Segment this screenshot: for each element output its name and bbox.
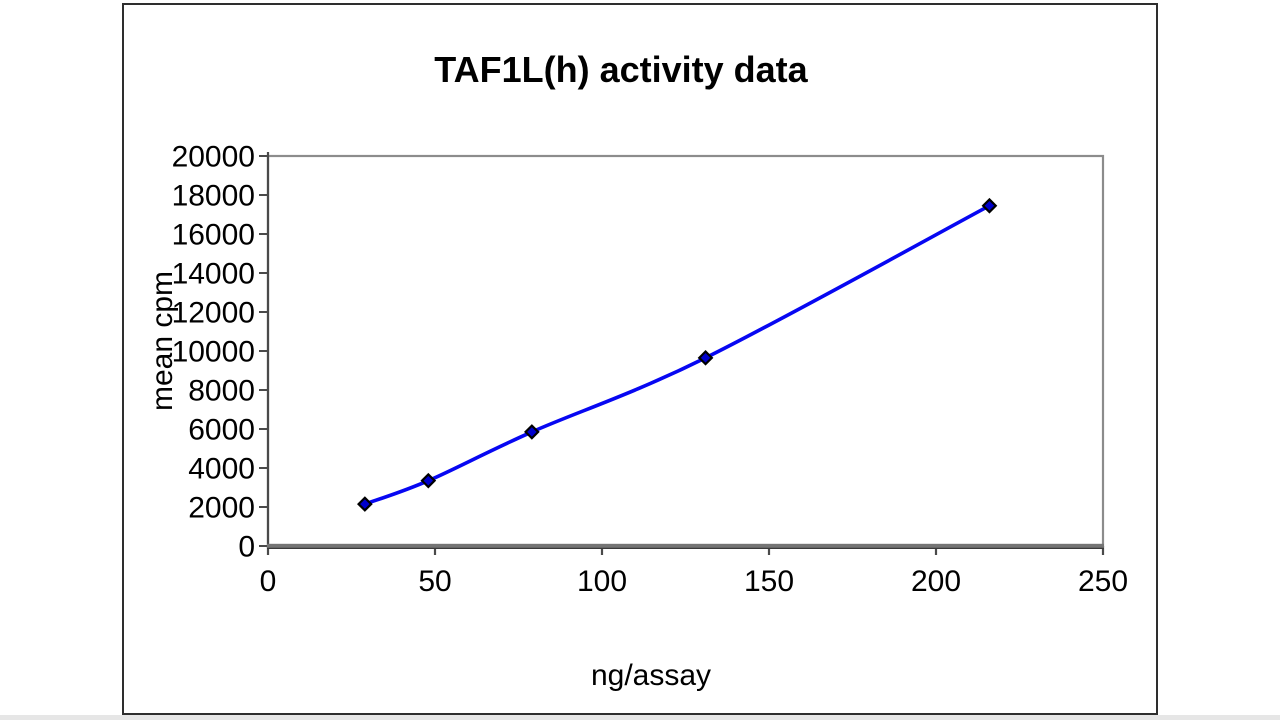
y-tick-label: 2000 [188, 492, 255, 525]
y-tick-label: 20000 [172, 141, 255, 174]
y-tick-label: 8000 [188, 375, 255, 408]
x-tick-label: 50 [418, 565, 451, 598]
data-point-marker [697, 349, 714, 366]
x-axis-title: ng/assay [590, 659, 712, 692]
x-tick-label: 200 [911, 565, 961, 598]
data-point-marker [357, 496, 373, 512]
chart-frame: TAF1L(h) activity data 0 2000 4000 6000 8000… [122, 3, 1158, 715]
y-axis-title: mean cpm [146, 270, 179, 412]
data-point-marker [981, 197, 998, 214]
y-tick-label: 0 [238, 531, 255, 564]
plot-area: 0200040006000800010000120001400016000180… [172, 141, 1128, 599]
x-tick-label: 150 [744, 565, 794, 598]
data-point-marker [420, 472, 437, 489]
y-tick-label: 16000 [172, 219, 255, 252]
y-tick-label: 14000 [172, 258, 255, 291]
data-point-marker [524, 424, 540, 440]
x-tick-label: 100 [577, 565, 627, 598]
y-tick-label: 4000 [188, 453, 255, 486]
x-tick-label: 0 [260, 565, 277, 598]
x-axis-line [267, 543, 1104, 549]
x-tick-label: 250 [1078, 565, 1128, 598]
y-tick-label: 6000 [188, 414, 255, 447]
y-tick-label: 12000 [172, 297, 255, 330]
chart-title: TAF1L(h) activity data [434, 49, 808, 90]
bottom-edge-strip [0, 715, 1280, 720]
y-tick-label: 10000 [172, 336, 255, 369]
y-tick-label: 18000 [172, 180, 255, 213]
plot-border [266, 154, 1105, 548]
